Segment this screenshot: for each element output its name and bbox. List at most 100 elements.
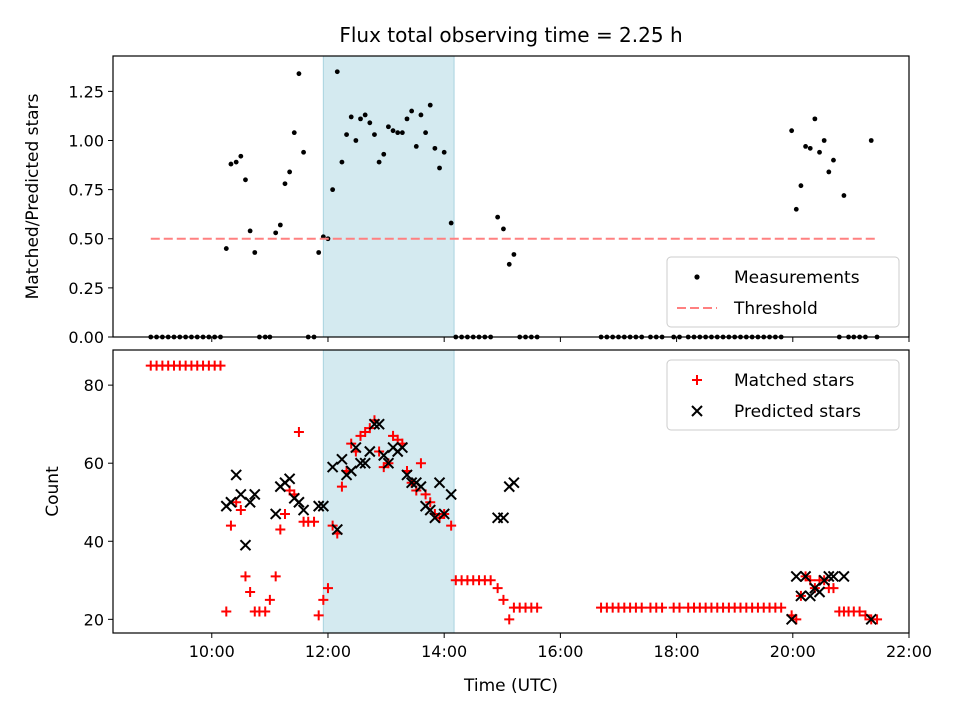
x-axis-label: Time (UTC) xyxy=(463,676,558,696)
predicted-star-point xyxy=(283,473,296,485)
predicted-star-point xyxy=(497,512,510,524)
predicted-star-point xyxy=(359,457,371,469)
matched-star-point xyxy=(492,583,503,594)
y-tick-label: 0.50 xyxy=(68,230,104,249)
measurement-point xyxy=(243,177,248,183)
legend-label: Matched stars xyxy=(734,371,854,391)
measurement-point xyxy=(495,214,501,220)
matched-star-point xyxy=(260,606,271,617)
predicted-star-point xyxy=(239,539,252,551)
predicted-star-point xyxy=(799,570,812,583)
predicted-star-point xyxy=(336,453,348,466)
legend-marker xyxy=(694,274,700,280)
predicted-star-point xyxy=(235,488,247,501)
measurement-point xyxy=(448,220,454,226)
y-tick-label: 80 xyxy=(84,376,104,395)
measurement-point xyxy=(390,128,396,134)
predicted-star-point xyxy=(354,457,367,469)
plot-frame xyxy=(112,349,910,634)
predicted-star-point xyxy=(382,457,395,469)
predicted-star-point xyxy=(438,508,450,520)
measurement-point xyxy=(339,159,345,165)
predicted-star-point xyxy=(415,480,427,493)
predicted-star-point xyxy=(317,500,330,512)
matched-star-point xyxy=(415,458,426,469)
x-tick-label: 14:00 xyxy=(421,642,467,661)
predicted-star-point xyxy=(827,570,840,583)
matched-star-point xyxy=(532,602,543,613)
observing-window-band xyxy=(322,349,455,634)
matched-star-point xyxy=(245,587,256,598)
measurement-point xyxy=(841,193,847,198)
measurement-point xyxy=(427,102,433,108)
observing-window-band xyxy=(322,55,455,338)
measurement-point xyxy=(381,151,387,157)
matched-star-point xyxy=(498,594,509,605)
predicted-star-point xyxy=(433,477,446,489)
predicted-star-point xyxy=(445,488,457,501)
matched-star-point xyxy=(279,508,290,519)
matched-star-point xyxy=(235,505,246,516)
predicted-star-point xyxy=(865,613,877,626)
predicted-star-point xyxy=(373,418,385,430)
y-axis-label: Count xyxy=(43,466,63,517)
measurement-point xyxy=(511,252,517,257)
measurement-point xyxy=(812,116,818,122)
y-tick-label: 0.00 xyxy=(68,328,104,347)
measurement-point xyxy=(395,130,401,136)
chart-title: Flux total observing time = 2.25 h xyxy=(339,23,682,47)
measurement-point xyxy=(793,206,799,212)
legend-marker xyxy=(692,375,702,385)
matched-star-point xyxy=(309,516,320,527)
matched-star-point xyxy=(275,524,286,535)
measurement-point xyxy=(334,69,340,75)
measurement-point xyxy=(399,130,405,136)
measurement-point xyxy=(228,161,234,167)
predicted-star-point xyxy=(785,613,798,626)
measurement-point xyxy=(437,165,442,171)
plot-frame xyxy=(112,55,910,338)
predicted-star-point xyxy=(368,418,381,430)
measurement-point xyxy=(506,261,512,267)
x-tick-label: 20:00 xyxy=(770,642,816,661)
measurement-point xyxy=(441,149,447,155)
y-tick-label: 1.00 xyxy=(68,131,104,150)
matched-star-point xyxy=(221,606,232,617)
measurement-point xyxy=(413,143,419,149)
measurement-point xyxy=(386,124,391,130)
predicted-star-point xyxy=(838,570,850,583)
matched-star-point xyxy=(313,610,324,621)
y-tick-label: 1.25 xyxy=(68,82,104,101)
measurement-point xyxy=(348,114,354,120)
matched-star-point xyxy=(446,520,457,531)
predicted-star-point xyxy=(345,465,357,477)
predicted-star-point xyxy=(795,590,807,602)
measurement-point xyxy=(404,116,410,122)
legend-box xyxy=(666,359,900,431)
matched-star-point xyxy=(264,594,275,605)
legend: Matched stars Predicted stars xyxy=(666,359,900,431)
measurement-point xyxy=(296,71,302,77)
predicted-star-point xyxy=(297,504,310,516)
predicted-star-point xyxy=(269,508,282,520)
predicted-star-point xyxy=(378,449,390,462)
bottom-panel: 10:00 12:00 14:00 16:00 18:00 20:00 22:00 20 40 6… xyxy=(43,349,932,661)
measurement-point xyxy=(807,145,813,151)
predicted-star-point xyxy=(401,469,413,481)
matched-star-point xyxy=(636,602,647,613)
matched-star-point xyxy=(657,602,668,613)
measurement-point xyxy=(831,157,836,163)
measurement-point xyxy=(423,130,428,136)
measurement-point xyxy=(238,153,244,159)
predicted-star-point xyxy=(331,523,343,536)
y-tick-label: 40 xyxy=(84,532,104,551)
predicted-star-point xyxy=(244,496,256,508)
legend-label: Predicted stars xyxy=(734,402,861,422)
matched-star-point xyxy=(318,594,329,605)
measurement-point xyxy=(358,116,363,122)
predicted-star-point xyxy=(405,477,418,489)
y-tick-label: 0.75 xyxy=(68,181,104,200)
measurement-point xyxy=(868,138,874,143)
measurement-point xyxy=(372,132,377,138)
